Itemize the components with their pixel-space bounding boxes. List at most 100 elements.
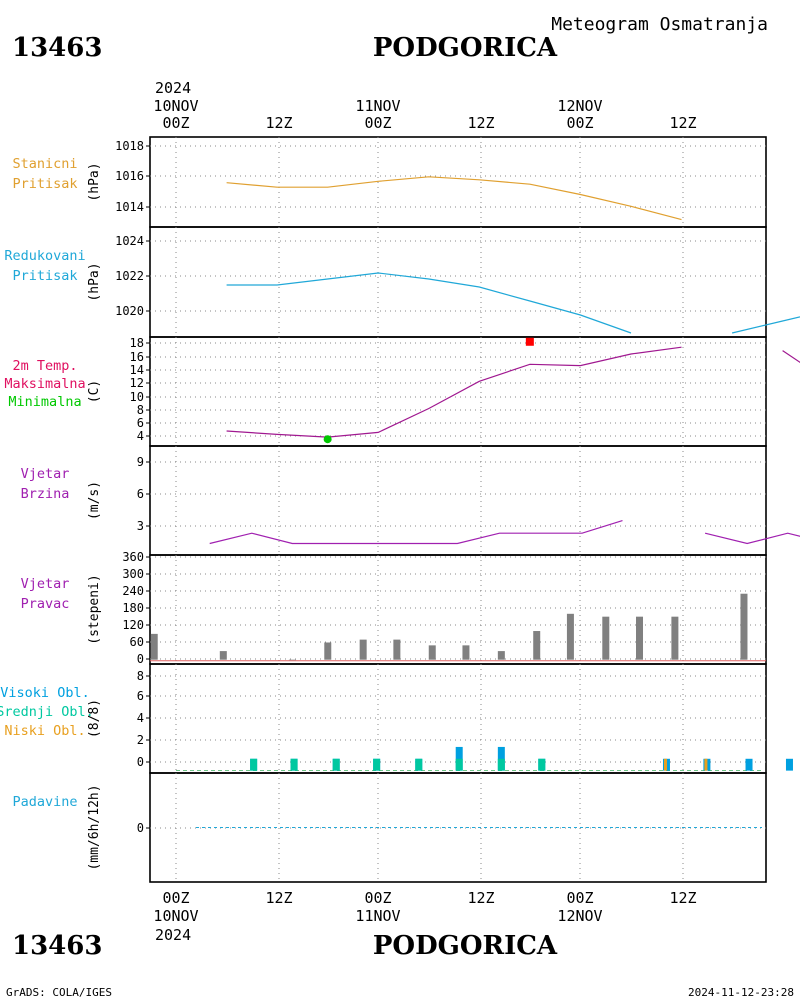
y-axis-label: (hPa)	[87, 162, 102, 201]
panel-frame	[149, 336, 767, 447]
mid-cloud-bar	[332, 758, 340, 771]
panel-label: Padavine	[12, 794, 77, 810]
station-name: PODGORICA	[373, 33, 558, 63]
day-tick-label: 10NOV	[153, 97, 198, 115]
wind-dir-bar	[324, 642, 332, 660]
mid-cloud-bar	[290, 758, 298, 771]
wind-dir-bar	[566, 613, 574, 660]
y-tick-label: 4	[137, 711, 144, 725]
panel-label: Pritisak	[12, 268, 77, 284]
y-tick-label: 1016	[115, 169, 144, 183]
footer-station-id: 13463	[12, 931, 102, 961]
y-tick-label: 240	[122, 584, 144, 598]
panel-6: 8 6 4 2 0 (8/8)Visoki Obl. Srednji Obl. Niski O…	[0, 663, 793, 774]
y-tick-label: 360	[122, 550, 144, 564]
time-axis-top: 00Z 12Z 00Z 12Z 00Z 12Z 10NOV 11NOV 12NOV	[153, 97, 696, 132]
panel-label: 2m Temp.	[12, 358, 77, 374]
panel-label: Pravac	[21, 596, 70, 612]
wind-dir-bar	[393, 639, 401, 660]
y-tick-label: 60	[130, 635, 144, 649]
mid-cloud-bar	[455, 758, 463, 771]
y-axis-label: (C)	[87, 380, 102, 403]
panel-label: Minimalna	[8, 394, 81, 410]
wind-dir-bar	[288, 659, 296, 661]
credit: GrADS: COLA/IGES	[6, 986, 112, 999]
y-tick-label: 3	[137, 519, 144, 533]
wind-dir-bar	[150, 633, 158, 660]
hour-tick-label: 12Z	[467, 114, 494, 132]
chart-title: Meteogram Osmatranja	[551, 14, 768, 35]
panel-frame	[149, 445, 767, 556]
panel-7: 0 (mm/6h/12h) Padavine	[12, 772, 767, 883]
y-tick-label: 14	[130, 363, 144, 377]
y-tick-label: 300	[122, 567, 144, 581]
year-label-top: 2024	[155, 79, 191, 97]
y-tick-label: 1018	[115, 139, 144, 153]
y-tick-label: 8	[137, 669, 144, 683]
panel-label: Brzina	[21, 486, 70, 502]
wind-dir-bar	[636, 616, 644, 660]
high-cloud-bar	[745, 758, 753, 771]
panel-label: Pritisak	[12, 176, 77, 192]
hour-tick-label: 12Z	[265, 114, 292, 132]
series-line	[226, 272, 800, 334]
mid-cloud-bar	[373, 758, 381, 771]
wind-dir-bar	[740, 593, 748, 660]
y-tick-label: 6	[137, 416, 144, 430]
y-axis-label: (hPa)	[87, 262, 102, 301]
hour-tick-label: 00Z	[566, 114, 593, 132]
y-tick-label: 0	[137, 652, 144, 666]
footer-year: 2024	[155, 926, 191, 944]
mid-cloud-bar	[250, 758, 258, 771]
low-cloud-bar	[704, 758, 708, 771]
mid-cloud-bar	[415, 758, 423, 771]
y-tick-label: 2	[137, 733, 144, 747]
y-tick-label: 1014	[115, 200, 144, 214]
y-tick-label: 6	[137, 487, 144, 501]
panel-2: 1024 1022 1020 (hPa)Redukovani Pritisak	[4, 226, 800, 338]
hour-tick-label: 00Z	[364, 114, 391, 132]
y-tick-label: 18	[130, 336, 144, 350]
panel-label: Vjetar	[21, 576, 70, 592]
time-axis-bottom: 00Z 12Z 00Z 12Z 00Z 12Z 10NOV 11NOV 12NOV	[153, 889, 696, 925]
panels: 101810161014(hPa)StanicniPritisak1024102…	[0, 136, 800, 883]
hour-tick-label: 00Z	[162, 889, 189, 907]
wind-dir-bar	[219, 651, 227, 660]
y-axis-label: (mm/6h/12h)	[87, 784, 102, 870]
panel-label: Stanicni	[12, 156, 77, 172]
y-tick-label: 0	[137, 755, 144, 769]
day-tick-label: 11NOV	[355, 907, 400, 925]
y-tick-label: 12	[130, 376, 144, 390]
y-tick-label: 4	[137, 429, 144, 443]
timestamp: 2024-11-12-23:28	[688, 986, 794, 999]
series-line	[226, 176, 682, 221]
mid-cloud-bar	[497, 758, 505, 771]
panel-frame	[149, 772, 767, 883]
y-tick-label: 9	[137, 455, 144, 469]
y-tick-label: 180	[122, 601, 144, 615]
series-line	[226, 346, 800, 438]
panel-1: 1018 1016 1014 (hPa) Stanicni Pritisak	[12, 136, 767, 228]
wind-dir-bar	[359, 639, 367, 660]
high-cloud-bar	[785, 758, 793, 771]
hour-tick-label: 12Z	[467, 889, 494, 907]
wind-dir-bar	[671, 616, 679, 660]
y-tick-label: 120	[122, 618, 144, 632]
panel-5: 360 300 240 180 120 60 0 (stepeni) Vjetar Pravac	[21, 550, 767, 666]
y-axis-label: (m/s)	[87, 481, 102, 520]
wind-dir-bar	[533, 631, 541, 660]
panel-label: Maksimalna	[4, 376, 85, 392]
day-tick-label: 10NOV	[153, 907, 198, 925]
hour-tick-label: 12Z	[265, 889, 292, 907]
tmin-marker	[323, 435, 332, 444]
panel-label: Redukovani	[4, 248, 85, 264]
y-tick-label: 16	[130, 350, 144, 364]
hour-tick-label: 12Z	[669, 889, 696, 907]
y-tick-label: 0	[137, 821, 144, 835]
wind-dir-bar	[602, 616, 610, 660]
hour-tick-label: 00Z	[162, 114, 189, 132]
tmax-marker	[525, 337, 534, 346]
y-tick-label: 6	[137, 689, 144, 703]
